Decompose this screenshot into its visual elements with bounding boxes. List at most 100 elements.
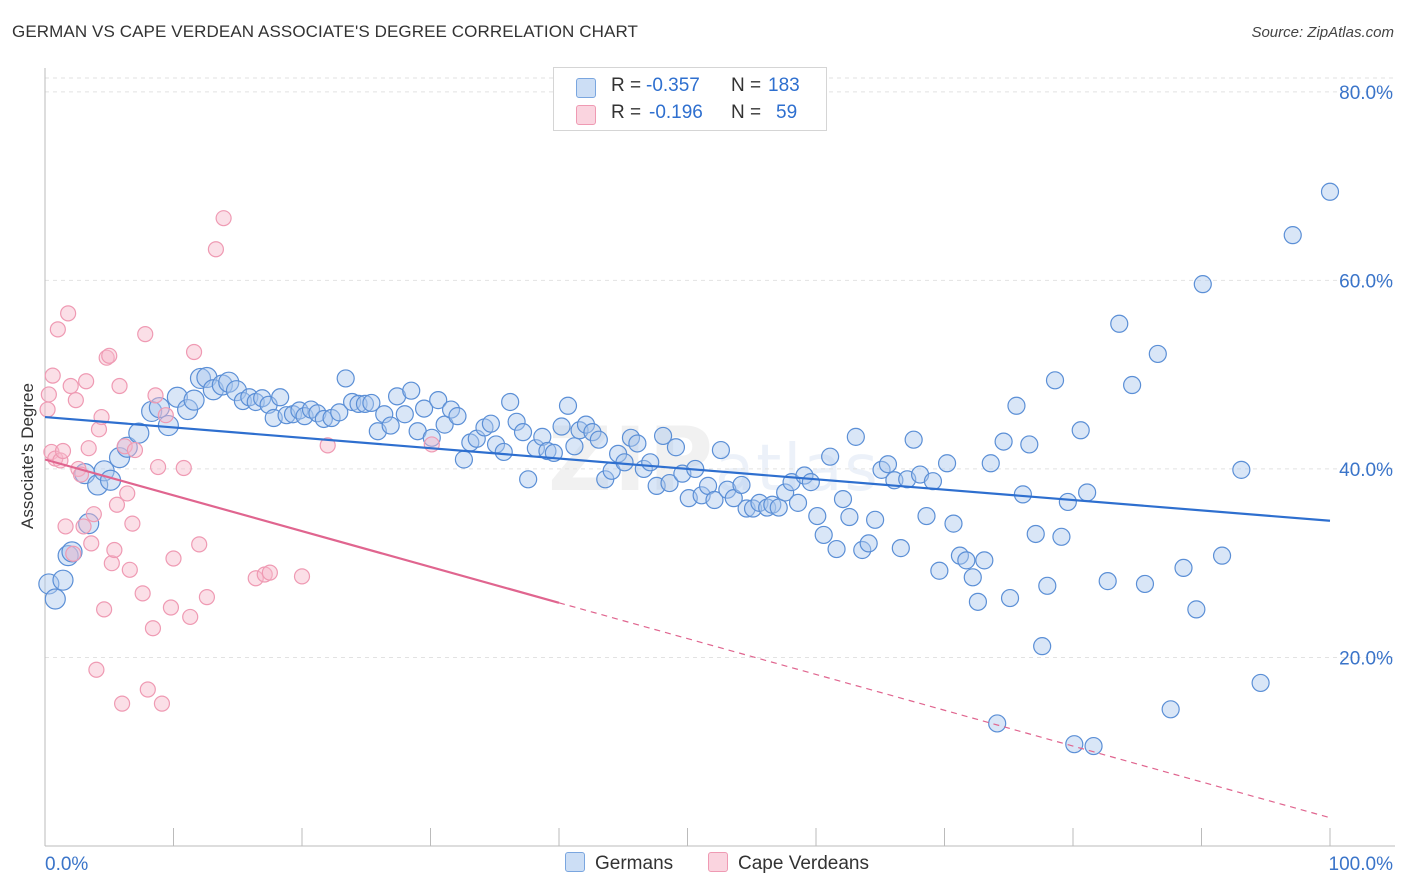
german-point <box>994 432 1013 451</box>
german-point <box>402 381 421 400</box>
german-point <box>552 417 571 436</box>
cape-verdean-point <box>113 695 131 712</box>
bottom-legend-swatch-germans <box>565 852 585 872</box>
cape-verdean-point <box>144 620 162 637</box>
german-point <box>769 498 788 517</box>
legend-n-label: N = <box>731 75 762 96</box>
german-point <box>381 416 400 435</box>
german-point <box>981 454 1000 473</box>
german-point <box>917 506 936 526</box>
cape-verdean-point <box>57 518 74 535</box>
legend-n-value: 59 <box>776 102 798 123</box>
german-point <box>271 388 290 407</box>
german-point <box>494 442 513 462</box>
y-tick-label: 40.0% <box>1339 460 1393 481</box>
legend-r-label: R = <box>611 75 642 96</box>
cape-verdean-point <box>185 343 203 361</box>
cape-verdean-point <box>293 568 311 585</box>
german-point <box>732 475 751 495</box>
german-point <box>1193 275 1212 294</box>
cape-verdean-point <box>191 536 208 553</box>
cape-verdean-point <box>261 564 278 581</box>
cape-verdean-point <box>75 518 92 535</box>
german-point <box>628 434 647 453</box>
german-point <box>1232 460 1251 479</box>
legend-r-value: -0.196 <box>649 102 703 123</box>
german-point <box>814 525 833 545</box>
german-point <box>330 403 349 422</box>
cape-verdean-point <box>40 386 57 403</box>
cape-verdean-point <box>319 437 336 454</box>
german-point <box>1187 600 1206 619</box>
german-point <box>1045 371 1065 390</box>
german-point <box>454 450 474 469</box>
cape-verdean-point <box>111 377 128 395</box>
german-point <box>1007 396 1026 415</box>
german-point <box>788 493 808 512</box>
german-point <box>533 427 552 446</box>
bottom-legend-label-cape-verdeans: Cape Verdeans <box>738 853 869 874</box>
cape-verdean-point <box>139 681 156 698</box>
german-point <box>1026 524 1045 544</box>
german-point <box>1098 572 1117 591</box>
cape-verdeans-trend-line <box>44 458 560 604</box>
german-point <box>414 399 434 418</box>
cape-verdean-point <box>65 545 82 562</box>
cape-verdean-point <box>126 441 144 459</box>
german-point <box>891 539 910 558</box>
cape-verdean-point <box>44 367 61 384</box>
german-point <box>1078 483 1097 502</box>
cape-verdean-point <box>162 599 180 616</box>
german-point <box>1148 344 1167 364</box>
german-point <box>808 506 827 526</box>
german-point <box>52 569 74 591</box>
cape-verdean-point <box>247 570 264 587</box>
german-point <box>1212 546 1232 565</box>
cape-verdean-point <box>134 585 151 602</box>
legend-swatch-germans <box>576 78 596 98</box>
german-point <box>481 414 500 433</box>
german-point <box>859 534 878 553</box>
cape-verdean-point <box>215 210 232 227</box>
cape-verdean-point <box>116 438 133 455</box>
cape-verdean-point <box>207 241 225 258</box>
cape-verdean-point <box>124 515 141 532</box>
german-point <box>833 489 853 509</box>
german-point <box>589 430 608 449</box>
german-point <box>429 391 448 410</box>
german-point <box>108 447 131 469</box>
y-tick-label: 60.0% <box>1339 271 1393 292</box>
cape-verdean-point <box>80 440 97 457</box>
german-point <box>44 588 66 610</box>
german-point <box>1000 588 1020 608</box>
german-point <box>1020 435 1039 454</box>
german-point <box>963 568 982 587</box>
bottom-legend-cape-verdeans[interactable]: Cape Verdeans <box>708 852 869 875</box>
german-point <box>1283 226 1302 245</box>
legend-box: R = -0.357 N = 183 R = -0.196 N = 59 <box>553 67 827 131</box>
germans-trend-line <box>44 415 1331 522</box>
cape-verdeans-trend-line-dashed <box>558 602 1331 819</box>
x-tick-label-max: 100.0% <box>1329 854 1394 875</box>
legend-swatch-cape-verdeans <box>576 105 596 125</box>
german-point <box>660 473 679 493</box>
german-point <box>846 427 865 446</box>
cape-verdean-point <box>54 442 72 460</box>
german-point <box>375 405 394 424</box>
german-point <box>362 393 381 413</box>
german-point <box>957 551 976 570</box>
german-point <box>314 409 333 429</box>
german-point <box>1033 637 1052 656</box>
german-point <box>501 392 520 412</box>
legend-r-label: R = <box>611 102 642 123</box>
german-point <box>1058 492 1077 512</box>
x-tick-label-min: 0.0% <box>45 854 88 875</box>
german-point <box>1251 673 1270 693</box>
german-point <box>776 483 795 502</box>
cape-verdean-point <box>106 541 123 559</box>
legend-n-label: N = <box>731 102 762 123</box>
german-point <box>538 441 557 461</box>
bottom-legend-germans[interactable]: Germans <box>565 852 673 875</box>
german-point <box>653 426 673 446</box>
